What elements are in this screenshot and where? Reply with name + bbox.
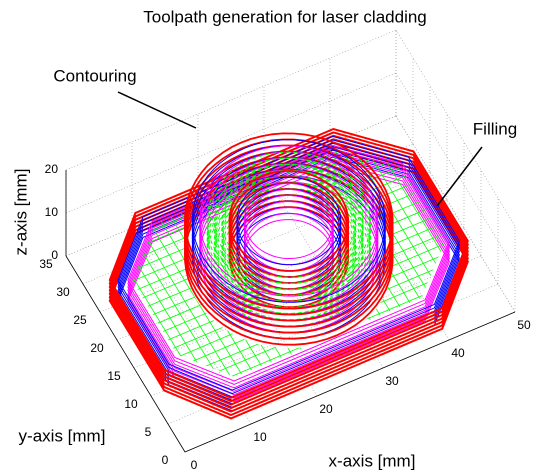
y-tick-label: 25 — [73, 313, 87, 327]
toolpaths — [83, 109, 495, 418]
y-axis-label: y-axis [mm] — [19, 426, 106, 445]
z-axis-label: z-axis [mm] — [11, 169, 30, 256]
x-tick-label: 30 — [385, 374, 399, 388]
y-tick-label: 10 — [124, 397, 138, 411]
grid-line — [66, 30, 515, 226]
z-tick-label: 20 — [45, 162, 59, 176]
y-tick-label: 20 — [90, 341, 104, 355]
chart-title: Toolpath generation for laser cladding — [143, 7, 427, 26]
y-tick-label: 30 — [56, 285, 70, 299]
y-tick-label: 0 — [162, 453, 169, 467]
x-tick-label: 10 — [253, 430, 267, 444]
x-tick-label: 20 — [319, 402, 333, 416]
boss-contour — [237, 195, 341, 282]
y-tick-label: 5 — [145, 425, 152, 439]
annotation: Filling — [473, 119, 517, 138]
z-tick-label: 10 — [45, 205, 59, 219]
annotation: Contouring — [53, 66, 136, 85]
y-tick-label: 15 — [107, 369, 121, 383]
x-axis-label: x-axis [mm] — [329, 451, 416, 470]
x-tick-label: 40 — [451, 346, 465, 360]
annotation-line — [437, 147, 482, 206]
z-tick-label: 0 — [51, 248, 58, 262]
page: 010203040500510152025303501020 Toolpath … — [0, 0, 537, 476]
x-tick-label: 0 — [191, 458, 198, 472]
annotation-line — [118, 92, 196, 128]
chart: 010203040500510152025303501020 Toolpath … — [0, 0, 537, 476]
x-tick-label: 50 — [517, 318, 531, 332]
